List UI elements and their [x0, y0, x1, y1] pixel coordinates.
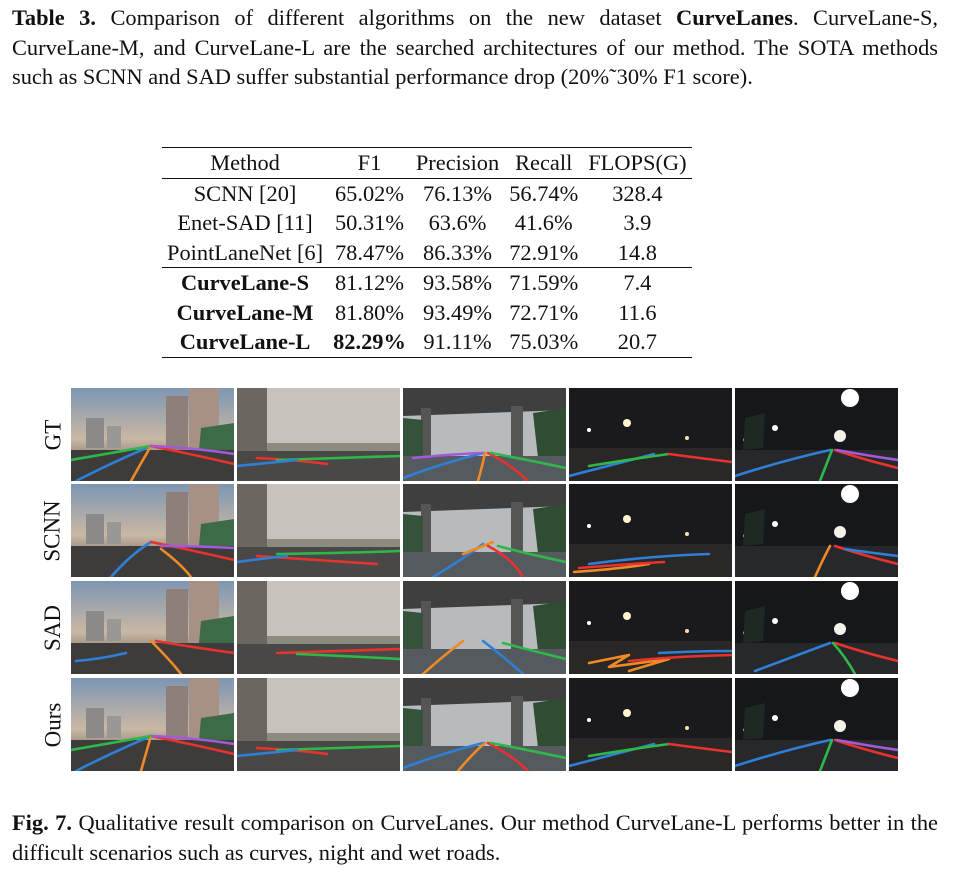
- cell-precision: 93.58%: [410, 267, 505, 298]
- cell-precision: 86.33%: [423, 239, 493, 265]
- cell-f1: 81.80%: [334, 299, 404, 325]
- cell-method: CurveLane-M: [176, 299, 314, 325]
- row-label-text: Ours: [40, 702, 66, 747]
- table-caption-text-2: . CurveLane-S, CurveLane-M, and CurveLan…: [12, 5, 939, 89]
- cell-precision: 91.11%: [410, 327, 505, 358]
- thumbnail-sad-4: [569, 581, 732, 674]
- thumbnail-gt-4: [569, 388, 732, 481]
- cell-method: PointLaneNet [6]: [167, 239, 324, 265]
- thumbnail-sad-3: [403, 581, 566, 674]
- row-label-scnn: SCNN: [36, 484, 70, 577]
- row-label-text: SCNN: [40, 499, 66, 562]
- figure-caption: Fig. 7. Qualitative result comparison on…: [12, 808, 938, 867]
- cell-flops: 328.4: [612, 180, 663, 206]
- cell-f1: 82.29%: [328, 327, 411, 358]
- cell-flops: 3.9: [623, 210, 652, 235]
- table-caption-dataset-name: CurveLanes: [676, 5, 793, 30]
- thumbnail-ours-4: [569, 678, 732, 771]
- cell-recall: 75.03%: [504, 327, 584, 358]
- cell-precision: 76.13%: [423, 180, 493, 206]
- table-row: CurveLane-S 81.12% 93.58% 71.59% 7.4: [162, 267, 692, 298]
- header-precision: Precision: [410, 147, 505, 179]
- cell-precision: 93.49%: [423, 299, 493, 325]
- cell-f1: 81.12%: [328, 267, 411, 298]
- thumbnail-scnn-4: [569, 484, 732, 577]
- cell-method: CurveLane-S: [162, 267, 329, 298]
- thumbnail-sad-5: [735, 581, 898, 674]
- row-label-gt: GT: [36, 388, 70, 481]
- cell-f1: 78.47%: [334, 239, 404, 265]
- thumbnail-ours-5: [735, 678, 898, 771]
- table-row: PointLaneNet [6] 78.47% 86.33% 72.91% 14…: [162, 238, 692, 268]
- thumbnail-ours-3: [403, 678, 566, 771]
- thumbnail-gt-5: [735, 388, 898, 481]
- cell-method: Enet-SAD [11]: [177, 210, 313, 235]
- cell-recall: 56.74%: [509, 180, 579, 206]
- thumbnail-ours-1: [71, 678, 234, 771]
- header-recall: Recall: [504, 147, 584, 179]
- cell-recall: 72.71%: [509, 299, 579, 325]
- cell-recall: 71.59%: [504, 267, 584, 298]
- thumbnail-gt-1: [71, 388, 234, 481]
- cell-f1: 50.31%: [334, 210, 404, 235]
- thumbnail-gt-3: [403, 388, 566, 481]
- thumbnail-gt-2: [237, 388, 400, 481]
- cell-flops: 14.8: [617, 239, 657, 265]
- table-caption-label: Table 3.: [12, 5, 96, 30]
- thumbnail-scnn-3: [403, 484, 566, 577]
- thumbnail-scnn-5: [735, 484, 898, 577]
- results-table: Method F1 Precision Recall FLOPS(G) SCNN…: [162, 147, 692, 358]
- thumbnail-sad-1: [71, 581, 234, 674]
- cell-flops: 7.4: [583, 267, 692, 298]
- thumbnail-scnn-1: [71, 484, 234, 577]
- cell-method: SCNN [20]: [193, 180, 297, 206]
- header-flops: FLOPS(G): [583, 147, 692, 179]
- figure-caption-label: Fig. 7.: [12, 810, 72, 835]
- row-label-text: SAD: [40, 604, 66, 651]
- row-label-text: GT: [39, 419, 65, 450]
- header-f1: F1: [328, 147, 411, 179]
- cell-method: CurveLane-L: [162, 327, 329, 358]
- thumbnail-ours-2: [237, 678, 400, 771]
- cell-flops: 11.6: [618, 299, 657, 325]
- row-label-sad: SAD: [36, 581, 70, 674]
- table-caption-text-1: Comparison of different algorithms on th…: [95, 5, 677, 30]
- table-row: Enet-SAD [11] 50.31% 63.6% 41.6% 3.9: [162, 208, 692, 238]
- table-row: CurveLane-M 81.80% 93.49% 72.71% 11.6: [162, 298, 692, 328]
- figure-caption-text: Qualitative result comparison on CurveLa…: [12, 810, 938, 865]
- qualitative-figure: GT SCNN SAD Ours: [36, 388, 902, 774]
- table-row: SCNN [20] 65.02% 76.13% 56.74% 328.4: [162, 178, 692, 208]
- cell-recall: 72.91%: [509, 239, 579, 265]
- cell-f1: 65.02%: [334, 180, 404, 206]
- cell-flops: 20.7: [583, 327, 692, 358]
- thumbnail-sad-2: [237, 581, 400, 674]
- header-method: Method: [162, 147, 329, 179]
- table-caption: Table 3. Comparison of different algorit…: [12, 3, 938, 92]
- table-header-row: Method F1 Precision Recall FLOPS(G): [162, 147, 692, 179]
- row-label-ours: Ours: [36, 678, 70, 771]
- cell-recall: 41.6%: [514, 210, 573, 235]
- cell-precision: 63.6%: [428, 210, 487, 235]
- thumbnail-scnn-2: [237, 484, 400, 577]
- table-row: CurveLane-L 82.29% 91.11% 75.03% 20.7: [162, 327, 692, 358]
